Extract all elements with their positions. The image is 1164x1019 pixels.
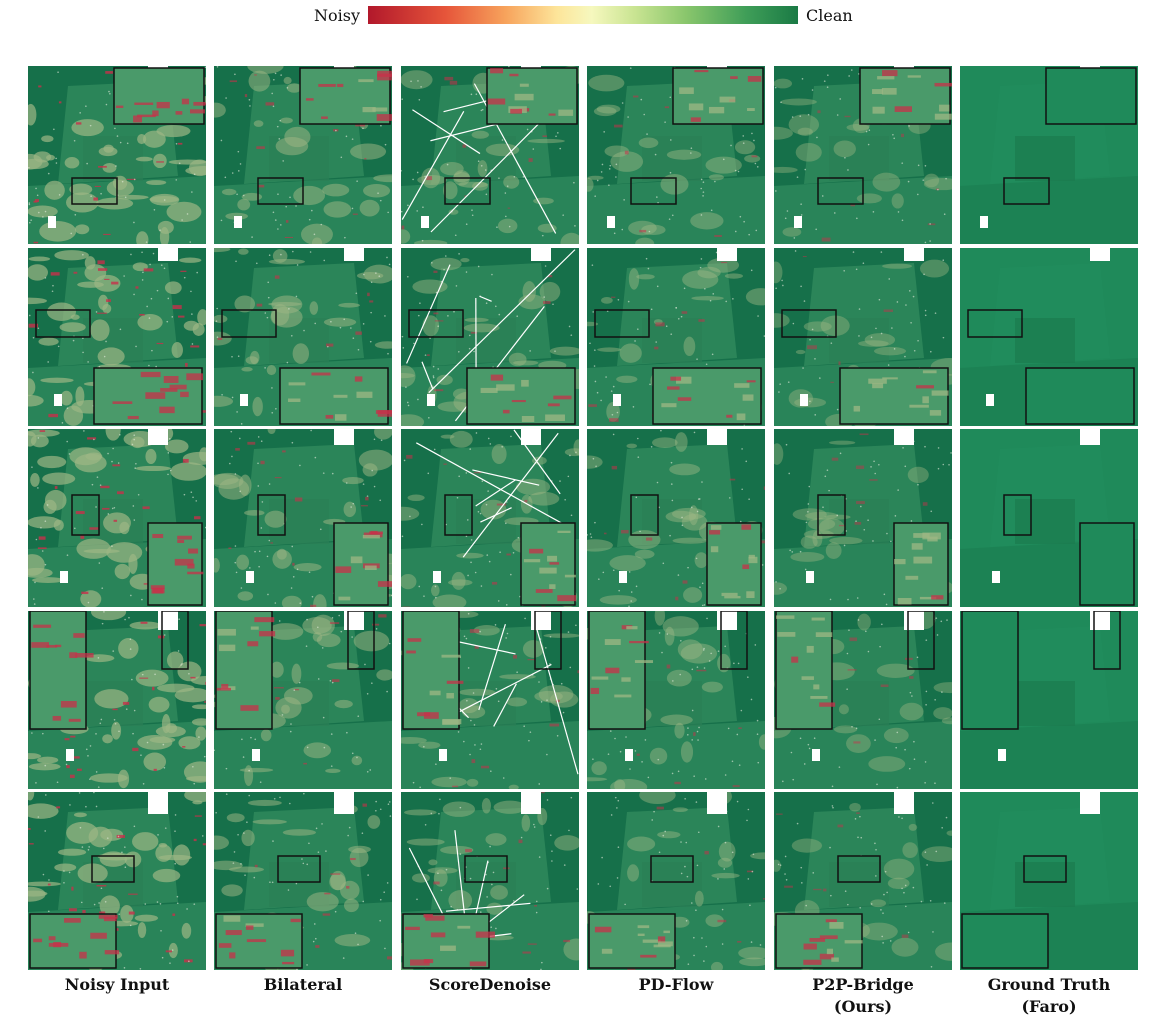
panel-row2-4	[587, 248, 765, 426]
point-cloud-render	[587, 429, 765, 607]
panel-row4-6	[960, 611, 1138, 789]
point-cloud-render	[960, 611, 1138, 789]
point-cloud-render	[28, 792, 206, 970]
column-label-1: Noisy Input	[28, 974, 206, 996]
point-cloud-render	[587, 611, 765, 789]
panel-row4-5	[774, 611, 952, 789]
point-cloud-render	[774, 66, 952, 244]
panel-row4-2	[214, 611, 392, 789]
zoom-inset	[30, 611, 86, 729]
point-cloud-render	[587, 248, 765, 426]
point-cloud-render	[401, 66, 579, 244]
zoom-inset	[962, 611, 1018, 729]
panel-row1-4	[587, 66, 765, 244]
panel-row3-2	[214, 429, 392, 607]
panel-row1-3	[401, 66, 579, 244]
point-cloud-render	[401, 611, 579, 789]
panel-row3-3	[401, 429, 579, 607]
panel-row3-4	[587, 429, 765, 607]
zoom-inset	[300, 68, 390, 124]
panel-row4-1	[28, 611, 206, 789]
panel-row3-1	[28, 429, 206, 607]
panel-row5-3	[401, 792, 579, 970]
point-cloud-render	[28, 66, 206, 244]
panel-row5-5	[774, 792, 952, 970]
noise-colorbar	[368, 6, 798, 24]
column-label-2: Bilateral	[214, 974, 392, 996]
point-cloud-render	[960, 248, 1138, 426]
panel-row1-1	[28, 66, 206, 244]
zoom-inset	[962, 914, 1048, 968]
column-label-3: ScoreDenoise	[401, 974, 579, 996]
panel-row4-4	[587, 611, 765, 789]
point-cloud-render	[214, 248, 392, 426]
panel-row5-4	[587, 792, 765, 970]
panel-row3-5	[774, 429, 952, 607]
zoom-inset	[776, 611, 832, 729]
column-label-5: P2P-Bridge (Ours)	[774, 974, 952, 1018]
panel-row1-5	[774, 66, 952, 244]
point-cloud-render	[401, 429, 579, 607]
point-cloud-render	[28, 429, 206, 607]
panel-row2-6	[960, 248, 1138, 426]
point-cloud-render	[960, 66, 1138, 244]
point-cloud-render	[774, 792, 952, 970]
panel-row5-1	[28, 792, 206, 970]
zoom-inset	[1026, 368, 1134, 424]
point-cloud-render	[28, 611, 206, 789]
point-cloud-render	[214, 611, 392, 789]
point-cloud-render	[401, 792, 579, 970]
point-cloud-render	[960, 792, 1138, 970]
point-cloud-render	[774, 429, 952, 607]
column-label-6: Ground Truth (Faro)	[960, 974, 1138, 1018]
panel-row1-2	[214, 66, 392, 244]
point-cloud-render	[774, 611, 952, 789]
panel-row2-2	[214, 248, 392, 426]
point-cloud-render	[214, 429, 392, 607]
panel-row2-5	[774, 248, 952, 426]
panel-row1-6	[960, 66, 1138, 244]
zoom-inset	[114, 68, 204, 124]
zoom-inset	[1046, 68, 1136, 124]
point-cloud-render	[587, 792, 765, 970]
point-cloud-render	[401, 248, 579, 426]
zoom-inset	[1080, 523, 1134, 605]
zoom-inset	[403, 611, 459, 729]
panel-row4-3	[401, 611, 579, 789]
panel-row5-2	[214, 792, 392, 970]
column-label-4: PD-Flow	[587, 974, 765, 996]
panel-row3-6	[960, 429, 1138, 607]
zoom-inset	[216, 611, 272, 729]
point-cloud-render	[214, 66, 392, 244]
colorbar-left-label: Noisy	[314, 6, 360, 25]
point-cloud-render	[28, 248, 206, 426]
panel-row5-6	[960, 792, 1138, 970]
point-cloud-render	[214, 792, 392, 970]
panel-row2-1	[28, 248, 206, 426]
point-cloud-render	[960, 429, 1138, 607]
point-cloud-render	[587, 66, 765, 244]
point-cloud-render	[774, 248, 952, 426]
panel-row2-3	[401, 248, 579, 426]
colorbar-right-label: Clean	[806, 6, 853, 25]
